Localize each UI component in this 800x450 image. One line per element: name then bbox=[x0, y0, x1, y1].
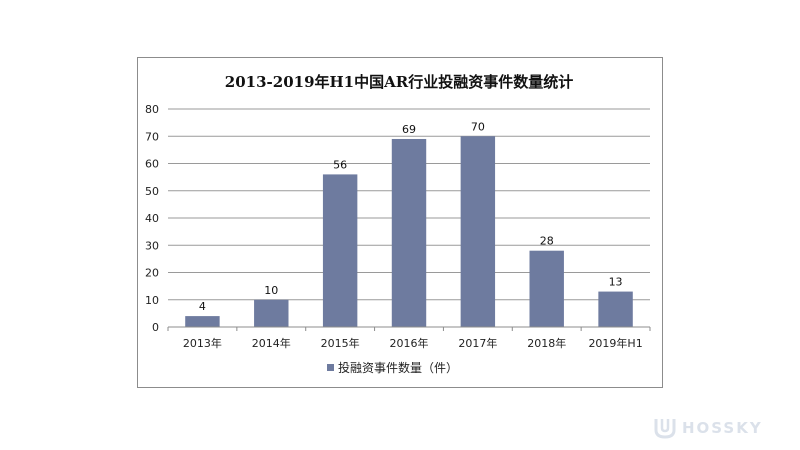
x-tick-label: 2013年 bbox=[183, 336, 222, 350]
y-tick-label: 70 bbox=[145, 130, 159, 143]
x-tick-label: 2017年 bbox=[458, 336, 497, 350]
y-tick-label: 0 bbox=[152, 321, 159, 334]
bar bbox=[598, 291, 633, 327]
bar-series bbox=[185, 136, 633, 327]
y-tick-label: 10 bbox=[145, 294, 159, 307]
x-tick-label: 2014年 bbox=[252, 336, 291, 350]
x-tick-label: 2016年 bbox=[390, 336, 429, 350]
bar bbox=[322, 174, 358, 327]
bar bbox=[254, 299, 289, 327]
legend-label: 投融资事件数量（件） bbox=[338, 360, 458, 375]
y-tick-label: 60 bbox=[145, 158, 159, 171]
bar bbox=[391, 138, 427, 327]
x-tick-label: 2015年 bbox=[321, 336, 360, 350]
data-label: 28 bbox=[540, 235, 554, 248]
chart-title: 2013-2019年H1中国AR行业投融资事件数量统计 bbox=[225, 73, 573, 91]
data-label: 10 bbox=[264, 284, 278, 297]
x-tick-label: 2018年 bbox=[527, 336, 566, 350]
data-label: 56 bbox=[333, 158, 347, 171]
data-label: 4 bbox=[199, 300, 206, 313]
y-tick-label: 80 bbox=[145, 103, 159, 116]
x-axis-ticks: 2013年 2014年 2015年 2016年 2017年 2018年 2019年H1 bbox=[167, 327, 651, 350]
y-axis-ticks: 0 10 20 30 40 50 60 70 80 bbox=[145, 103, 159, 334]
hosky-logo-icon bbox=[654, 419, 676, 439]
x-tick-label: 2019年H1 bbox=[588, 336, 642, 350]
data-labels: 4 10 56 69 70 28 13 bbox=[199, 120, 623, 313]
watermark: HOSSKY bbox=[652, 415, 794, 441]
data-label: 70 bbox=[471, 120, 485, 133]
data-label: 69 bbox=[402, 123, 416, 136]
data-label: 13 bbox=[609, 276, 623, 289]
bar bbox=[185, 316, 220, 327]
y-tick-label: 30 bbox=[145, 239, 159, 252]
bar bbox=[529, 250, 564, 327]
y-tick-label: 20 bbox=[145, 267, 159, 280]
bar bbox=[460, 136, 496, 327]
y-tick-label: 50 bbox=[145, 185, 159, 198]
y-tick-label: 40 bbox=[145, 212, 159, 225]
legend-swatch bbox=[327, 364, 334, 371]
watermark-text: HOSSKY bbox=[682, 419, 763, 437]
legend: 投融资事件数量（件） bbox=[327, 360, 458, 375]
